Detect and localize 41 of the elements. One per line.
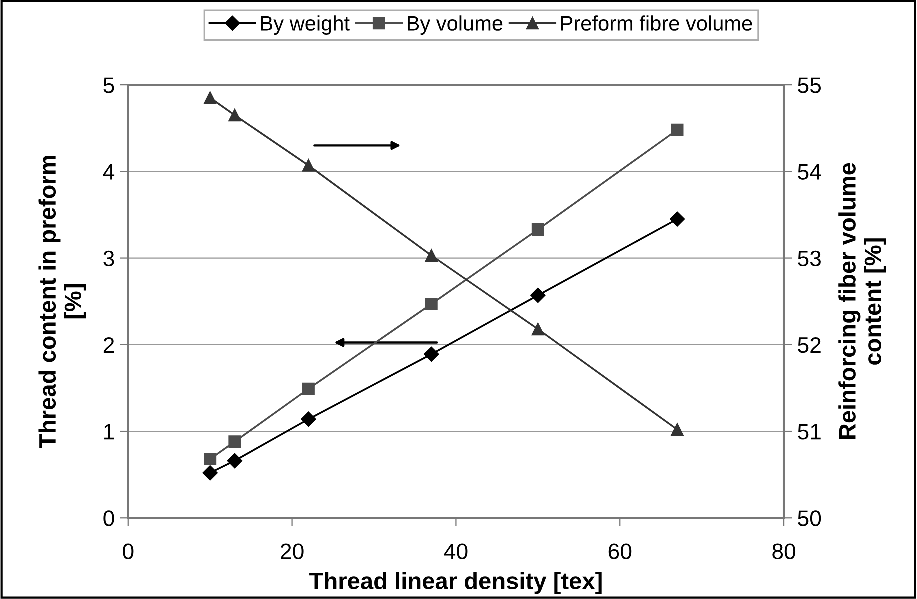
point: [424, 346, 440, 362]
x-tick-label: 0: [123, 544, 134, 560]
point: [671, 124, 684, 136]
x-tick-label: 60: [608, 544, 632, 560]
point: [532, 223, 544, 236]
y-tick-label: 0: [104, 510, 114, 526]
legend-label: By weight: [261, 16, 350, 36]
x-axis-title: Thread linear density [tex]: [310, 572, 602, 594]
y-tick-label: 1: [104, 424, 114, 440]
point: [227, 453, 242, 469]
point: [425, 298, 438, 310]
point: [425, 249, 438, 262]
y2-tick-label: 54: [798, 164, 822, 180]
point: [204, 452, 217, 466]
point: [301, 412, 316, 427]
y2-axis-title: Reinforcing fiber volume content [%]: [838, 163, 886, 440]
x-tick-label: 40: [444, 544, 468, 560]
y-axis-title: Thread content in preform [%]: [38, 156, 86, 448]
y2-tick-label: 51: [798, 424, 821, 440]
point: [228, 436, 242, 448]
x-tick-label: 80: [772, 544, 796, 560]
y-tick-label: 4: [103, 164, 115, 180]
point: [228, 109, 242, 122]
legend-label: By volume: [408, 16, 503, 36]
x-tick-label: 20: [281, 544, 304, 560]
y2-tick-label: 53: [798, 250, 821, 267]
legend-label: Preform fibre volume: [562, 16, 752, 31]
point: [302, 382, 315, 396]
point: [302, 159, 315, 172]
point: [670, 212, 686, 227]
y-tick-label: 3: [104, 250, 114, 267]
point: [671, 424, 684, 436]
point: [202, 466, 218, 481]
point: [530, 288, 546, 304]
y-tick-label: 2: [104, 337, 114, 353]
y2-tick-label: 52: [798, 337, 821, 354]
y2-tick-label: 50: [798, 510, 822, 526]
y2-tick-label: 55: [798, 78, 822, 94]
point: [204, 92, 217, 104]
y-tick-label: 5: [104, 78, 114, 94]
point: [532, 323, 544, 336]
